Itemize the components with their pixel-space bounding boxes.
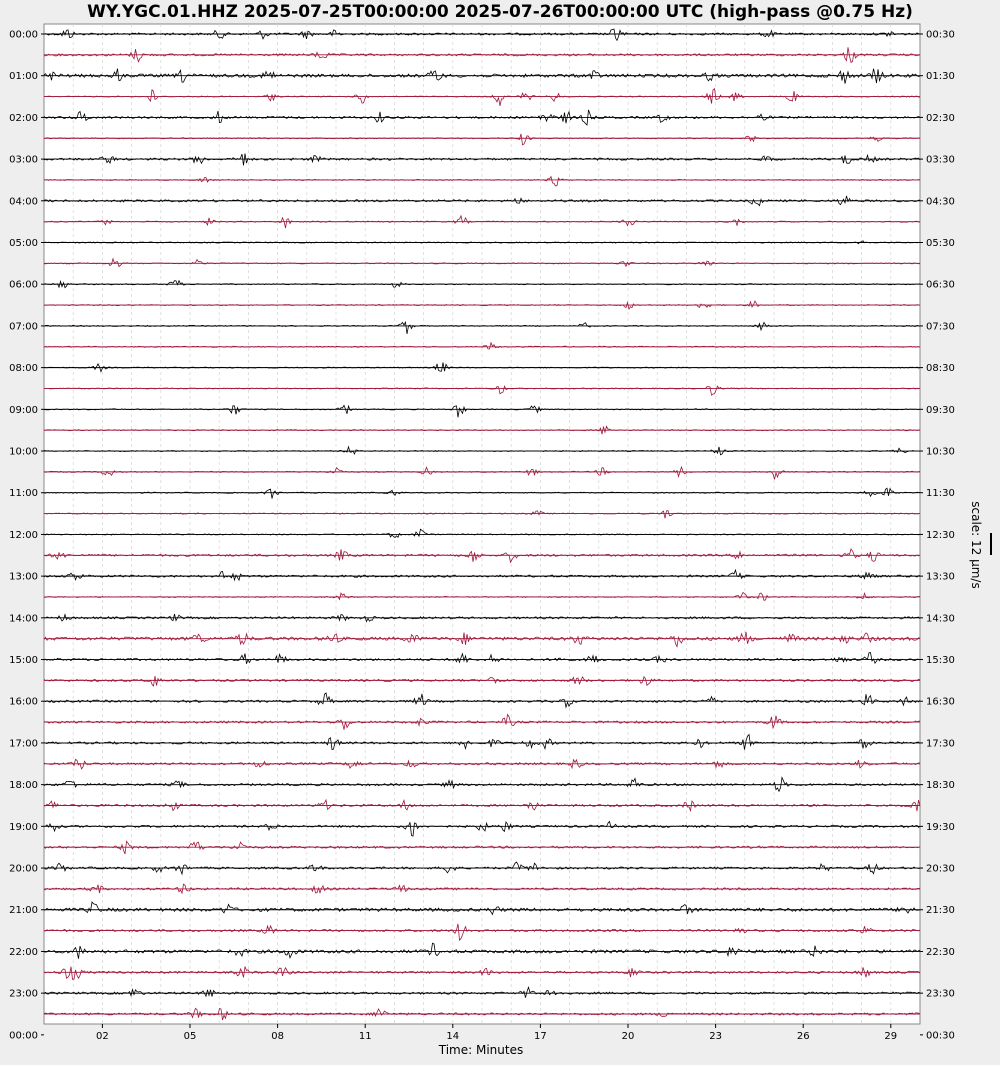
- x-tick-label: 11: [359, 1031, 372, 1042]
- x-tick-label: 20: [622, 1031, 635, 1042]
- y-tick-label-right: 04:30: [926, 196, 955, 207]
- grid-lines: [72, 24, 892, 1024]
- y-tick-label-left: 17:00: [9, 738, 38, 749]
- y-tick-label-left: 05:00: [9, 238, 38, 249]
- y-tick-label-right: 06:30: [926, 280, 955, 291]
- y-tick-label-left: 07:00: [9, 321, 38, 332]
- y-tick-label-left: 19:00: [9, 822, 38, 833]
- x-tick-label: 29: [884, 1031, 897, 1042]
- x-tick-label: 26: [797, 1031, 810, 1042]
- y-tick-label-left: 20:00: [9, 864, 38, 875]
- y-tick-label-right: 02:30: [926, 113, 955, 124]
- y-tick-label-left: 01:00: [9, 71, 38, 82]
- x-tick-label: 02: [96, 1031, 109, 1042]
- y-tick-label-left: 18:00: [9, 780, 38, 791]
- y-tick-label-left: 14:00: [9, 613, 38, 624]
- y-tick-label-right: 01:30: [926, 71, 955, 82]
- y-tick-label-right: 20:30: [926, 864, 955, 875]
- y-tick-label-right: 08:30: [926, 363, 955, 374]
- y-axis-right: 00:30 01:30 02:30 03:30 04:30 05:30 06:30 07:30…: [920, 30, 955, 1041]
- y-tick-label-left: 00:00: [9, 30, 38, 41]
- y-tick-label-right: 11:30: [926, 488, 955, 499]
- y-tick-label-left: 10:00: [9, 447, 38, 458]
- y-tick-label-right: 10:30: [926, 447, 955, 458]
- seismic-trace: [43, 733, 921, 751]
- y-tick-label-right: 17:30: [926, 738, 955, 749]
- x-tick-label: 05: [184, 1031, 197, 1042]
- y-tick-label-left: 11:00: [9, 488, 38, 499]
- y-tick-label-right: 05:30: [926, 238, 955, 249]
- y-tick-label-left: 23:00: [9, 989, 38, 1000]
- y-tick-label-left: 22:00: [9, 947, 38, 958]
- y-tick-label-right: 21:30: [926, 905, 955, 916]
- y-tick-label-left: 13:00: [9, 572, 38, 583]
- seismic-trace: [43, 820, 921, 837]
- y-tick-label-left: 12:00: [9, 530, 38, 541]
- y-tick-label-left: 09:00: [9, 405, 38, 416]
- y-tick-label-left: 03:00: [9, 155, 38, 166]
- x-tick-label: 08: [271, 1031, 284, 1042]
- y-tick-label-right: 15:30: [926, 655, 955, 666]
- y-tick-label-left: 04:00: [9, 196, 38, 207]
- x-tick-label: 17: [534, 1031, 547, 1042]
- y-tick-label-right: 12:30: [926, 530, 955, 541]
- y-tick-label-right: 22:30: [926, 947, 955, 958]
- y-tick-label-right: 00:30: [926, 1030, 955, 1041]
- seismic-trace: [43, 68, 921, 84]
- y-tick-label-left: 00:00: [9, 1030, 38, 1041]
- x-axis-label: Time: Minutes: [438, 1043, 523, 1057]
- chart-title: WY.YGC.01.HHZ 2025-07-25T00:00:00 2025-0…: [87, 2, 913, 22]
- y-tick-label-left: 06:00: [9, 280, 38, 291]
- scale-label: scale: 12 µm/s: [969, 501, 983, 588]
- y-tick-label-left: 08:00: [9, 363, 38, 374]
- y-tick-label-left: 16:00: [9, 697, 38, 708]
- y-tick-label-right: 00:30: [926, 30, 955, 41]
- x-tick-label: 23: [709, 1031, 722, 1042]
- y-axis-left: 00:00 01:00 02:00 03:00 04:00 05:00 06:00 07:00…: [9, 30, 44, 1041]
- y-tick-label-left: 02:00: [9, 113, 38, 124]
- y-tick-label-right: 13:30: [926, 572, 955, 583]
- trace-layer: [43, 28, 921, 1021]
- y-tick-label-right: 23:30: [926, 989, 955, 1000]
- x-tick-label: 14: [446, 1031, 459, 1042]
- y-tick-label-left: 21:00: [9, 905, 38, 916]
- y-tick-label-left: 15:00: [9, 655, 38, 666]
- x-axis: 02 05 08 11 14 17 20 23 26 29: [96, 1024, 897, 1042]
- y-tick-label-right: 09:30: [926, 405, 955, 416]
- y-tick-label-right: 16:30: [926, 697, 955, 708]
- y-tick-label-right: 07:30: [926, 321, 955, 332]
- y-tick-label-right: 19:30: [926, 822, 955, 833]
- y-tick-label-right: 18:30: [926, 780, 955, 791]
- y-tick-label-right: 03:30: [926, 155, 955, 166]
- y-tick-label-right: 14:30: [926, 613, 955, 624]
